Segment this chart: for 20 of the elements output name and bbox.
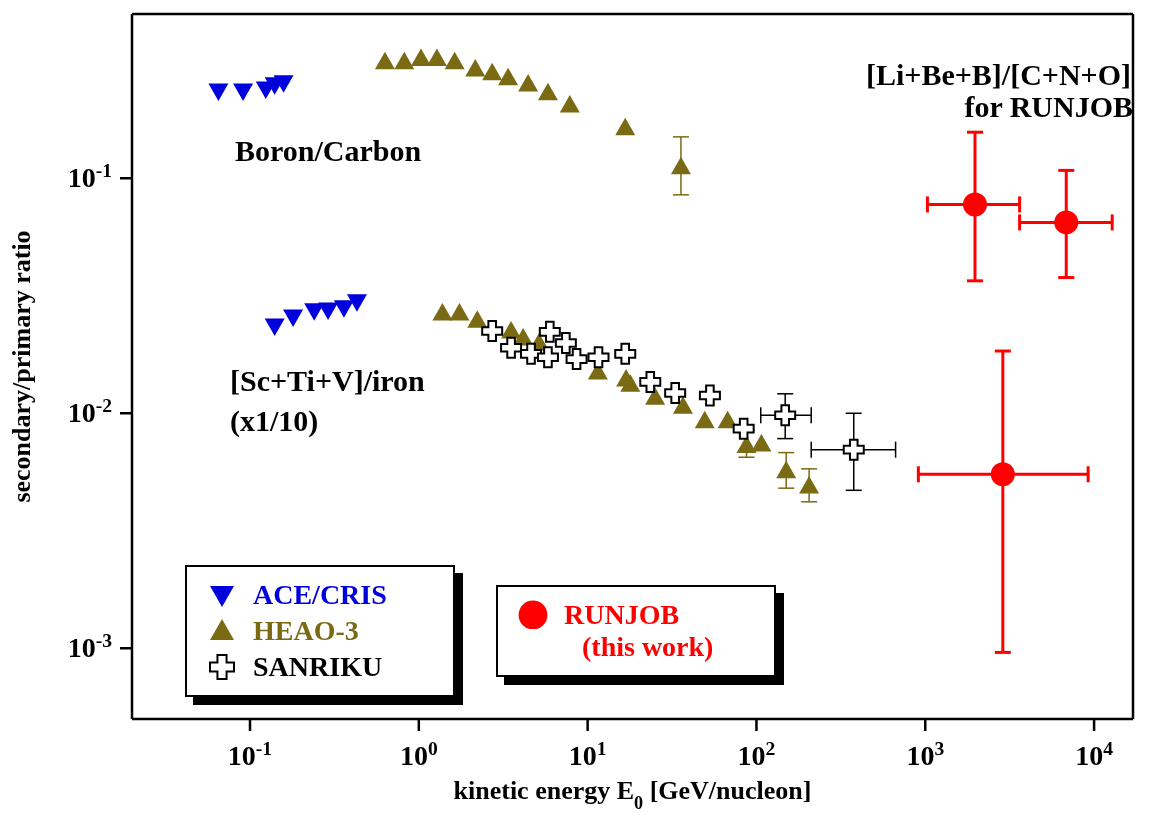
annotation: [Li+Be+B]/[C+N+O] — [865, 58, 1131, 91]
legend-label: RUNJOB (this work) — [564, 599, 714, 663]
legend-label: HEAO-3 — [253, 615, 359, 647]
x-tick-label: 10$^{3}$ — [906, 737, 945, 771]
annotation: for RUNJOB — [964, 90, 1133, 123]
annotation: (x1/10) — [230, 404, 319, 437]
x-axis-title: kinetic energy E$_{0}$ [GeV/nucleon] — [453, 776, 812, 813]
x-tick-label: 10$^{0}$ — [399, 737, 438, 771]
annotation: Boron/Carbon — [235, 134, 422, 167]
legend-label: SANRIKU — [253, 651, 383, 683]
y-tick-label: 10$^{-2}$ — [67, 394, 112, 429]
y-tick-label: 10$^{-1}$ — [67, 159, 112, 194]
x-tick-label: 10$^{1}$ — [568, 737, 607, 771]
x-tick-label: 10$^{4}$ — [1075, 737, 1114, 771]
legend-label: ACE/CRIS — [253, 579, 387, 611]
y-tick-label: 10$^{-3}$ — [67, 629, 113, 664]
x-tick-label: 10$^{-1}$ — [227, 737, 273, 771]
x-tick-label: 10$^{2}$ — [737, 737, 776, 771]
annotation: [Sc+Ti+V]/iron — [230, 364, 425, 397]
y-axis-title: secondary/primary ratio — [7, 230, 36, 503]
